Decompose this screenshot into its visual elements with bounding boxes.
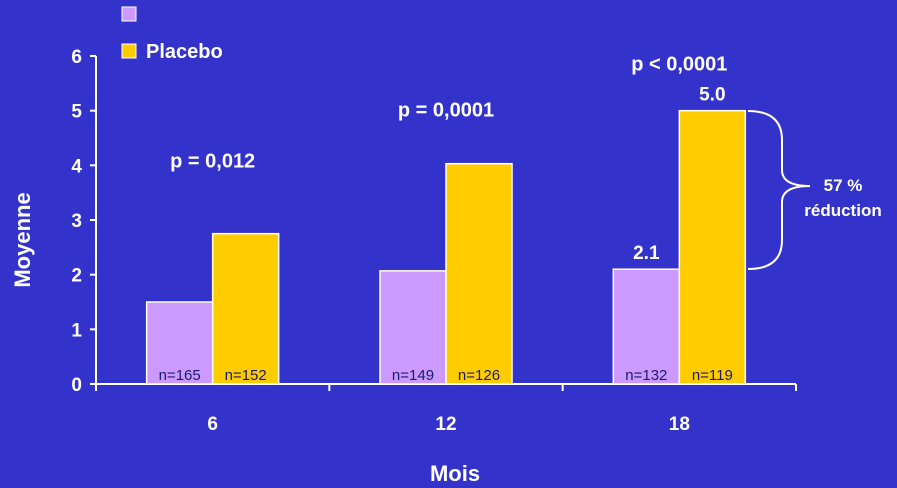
bar [379,270,447,385]
y-axis-label: Moyenne [10,192,35,287]
bar [678,109,747,385]
y-tick-label: 6 [71,47,82,68]
y-tick-label: 0 [71,375,82,396]
y-tick-label: 3 [71,211,82,232]
y-tick-label: 4 [71,156,82,177]
x-axis-label: Mois [430,461,480,486]
bars [145,109,747,385]
bar [612,268,681,385]
n-label: n=165 [159,367,201,384]
p-value-label: p = 0,012 [170,151,255,173]
n-label: n=119 [692,367,733,384]
p-value-label: p < 0,0001 [631,54,727,76]
legend-swatch-placebo [121,43,137,59]
bar-labels: n=165 n=152 p = 0,012 n=149 n=126 p = 0,0001 n… [159,54,733,384]
n-label: n=152 [225,367,267,384]
n-label: n=149 [392,367,434,384]
reduction-brace [747,110,811,270]
value-label: 2.1 [633,243,660,264]
legend-swatch-treatment [121,6,137,22]
p-value-label: p = 0,0001 [398,100,494,122]
y-tick-label: 2 [71,266,82,287]
x-tick-label: 6 [207,414,218,435]
legend-label-placebo: Placebo [146,41,223,63]
value-label: 5.0 [699,85,725,106]
x-tick-label: 12 [435,414,456,435]
reduction-annotation: 57 % réduction [747,110,882,270]
bar [211,232,280,385]
legend: Placebo [121,6,223,63]
y-tick-label: 1 [71,320,82,341]
x-tick-label: 18 [669,414,690,435]
n-label: n=132 [625,367,667,384]
n-label: n=126 [458,367,500,384]
bar [145,301,214,385]
reduction-line1: 57 % [824,176,863,195]
y-tick-label: 5 [71,102,82,123]
reduction-line2: réduction [804,201,881,220]
bar [445,162,513,385]
